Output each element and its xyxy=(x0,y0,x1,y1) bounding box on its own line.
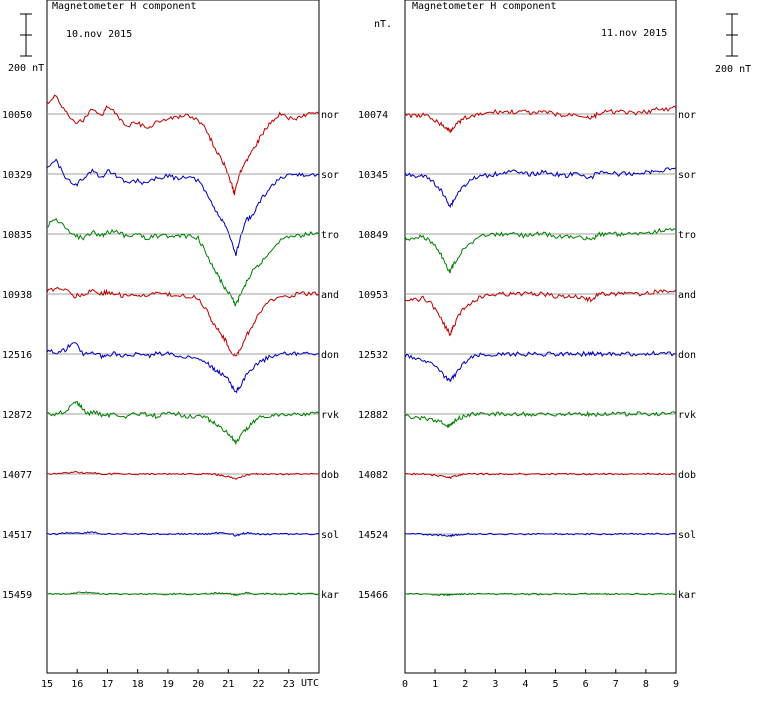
station-label-kar-1: kar xyxy=(678,590,696,601)
trace-rvk-1 xyxy=(404,410,677,429)
baseline-label-tro-1: 10849 xyxy=(358,230,388,241)
right-scale-label: 200 nT xyxy=(715,64,751,75)
station-label-kar-0: kar xyxy=(321,590,339,601)
x-tick-label-0-8: 23 xyxy=(283,679,295,690)
x-tick-label-0-5: 20 xyxy=(192,679,204,690)
x-tick-label-0-2: 17 xyxy=(101,679,113,690)
x-tick-label-0-3: 18 xyxy=(132,679,144,690)
trace-and-0 xyxy=(46,286,320,357)
station-label-and-0: and xyxy=(321,290,339,301)
x-tick-label-1-6: 6 xyxy=(583,679,589,690)
x-tick-label-0-0: 15 xyxy=(41,679,53,690)
baseline-label-don-1: 12532 xyxy=(358,350,388,361)
trace-tro-0 xyxy=(46,217,320,307)
baseline-label-kar-0: 15459 xyxy=(2,590,32,601)
trace-sor-0 xyxy=(46,158,320,257)
baseline-label-rvk-0: 12872 xyxy=(2,410,32,421)
trace-and-1 xyxy=(404,289,677,337)
right-scale-bar xyxy=(726,13,738,57)
trace-sol-0 xyxy=(46,531,320,537)
baseline-label-dob-1: 14082 xyxy=(358,470,388,481)
left-xlabel: UTC xyxy=(301,678,319,689)
x-tick-label-1-3: 3 xyxy=(492,679,498,690)
left-date: 10.nov 2015 xyxy=(66,29,132,40)
x-tick-label-1-0: 0 xyxy=(402,679,408,690)
right-title: Magnetometer H component xyxy=(412,1,557,12)
x-tick-label-1-7: 7 xyxy=(613,679,619,690)
trace-sol-1 xyxy=(404,532,677,538)
station-label-nor-0: nor xyxy=(321,110,339,121)
station-label-sor-0: sor xyxy=(321,170,339,181)
x-tick-label-0-7: 22 xyxy=(253,679,265,690)
station-label-tro-1: tro xyxy=(678,230,696,241)
baseline-label-nor-0: 10050 xyxy=(2,110,32,121)
left-frame xyxy=(46,0,320,674)
baseline-label-sor-0: 10329 xyxy=(2,170,32,181)
baseline-label-and-1: 10953 xyxy=(358,290,388,301)
trace-dob-1 xyxy=(404,472,677,480)
trace-tro-1 xyxy=(404,227,677,274)
trace-sor-1 xyxy=(404,167,677,209)
station-label-sor-1: sor xyxy=(678,170,696,181)
x-tick-label-1-1: 1 xyxy=(432,679,438,690)
left-title: Magnetometer H component xyxy=(52,1,197,12)
right-date: 11.nov 2015 xyxy=(601,28,667,39)
trace-don-0 xyxy=(46,342,320,394)
trace-don-1 xyxy=(404,350,677,383)
baseline-label-tro-0: 10835 xyxy=(2,230,32,241)
station-label-tro-0: tro xyxy=(321,230,339,241)
station-label-rvk-1: rvk xyxy=(678,410,696,421)
x-tick-label-0-6: 21 xyxy=(222,679,234,690)
panel-right: Magnetometer H component 11.nov 2015 nT.… xyxy=(374,0,751,674)
baseline-label-sol-1: 14524 xyxy=(358,530,388,541)
station-label-and-1: and xyxy=(678,290,696,301)
trace-dob-0 xyxy=(47,470,320,481)
trace-kar-1 xyxy=(404,592,677,597)
baseline-label-and-0: 10938 xyxy=(2,290,32,301)
x-tick-label-1-8: 8 xyxy=(643,679,649,690)
trace-rvk-0 xyxy=(46,400,320,446)
station-label-don-1: don xyxy=(678,350,696,361)
right-units-label: nT. xyxy=(374,19,392,30)
station-label-dob-0: dob xyxy=(321,470,339,481)
baseline-label-dob-0: 14077 xyxy=(2,470,32,481)
baseline-label-rvk-1: 12882 xyxy=(358,410,388,421)
baseline-label-don-0: 12516 xyxy=(2,350,32,361)
x-tick-label-0-1: 16 xyxy=(71,679,83,690)
station-label-nor-1: nor xyxy=(678,110,696,121)
x-tick-label-1-5: 5 xyxy=(553,679,559,690)
right-frame xyxy=(404,0,677,674)
x-tick-label-1-9: 9 xyxy=(673,679,679,690)
station-label-don-0: don xyxy=(321,350,339,361)
trace-nor-1 xyxy=(404,105,677,134)
station-label-dob-1: dob xyxy=(678,470,696,481)
baseline-label-sol-0: 14517 xyxy=(2,530,32,541)
panel-left: Magnetometer H component 10.nov 2015 200… xyxy=(8,0,320,689)
left-scale-bar xyxy=(20,13,32,57)
trace-nor-0 xyxy=(46,94,320,196)
baseline-label-sor-1: 10345 xyxy=(358,170,388,181)
station-label-rvk-0: rvk xyxy=(321,410,339,421)
x-tick-label-1-2: 2 xyxy=(462,679,468,690)
left-scale-label: 200 nT xyxy=(8,63,44,74)
baseline-label-kar-1: 15466 xyxy=(358,590,388,601)
x-tick-label-0-4: 19 xyxy=(162,679,174,690)
station-label-sol-1: sol xyxy=(678,530,696,541)
baseline-label-nor-1: 10074 xyxy=(358,110,388,121)
trace-kar-0 xyxy=(46,591,320,597)
station-label-sol-0: sol xyxy=(321,530,339,541)
x-tick-label-1-4: 4 xyxy=(522,679,528,690)
